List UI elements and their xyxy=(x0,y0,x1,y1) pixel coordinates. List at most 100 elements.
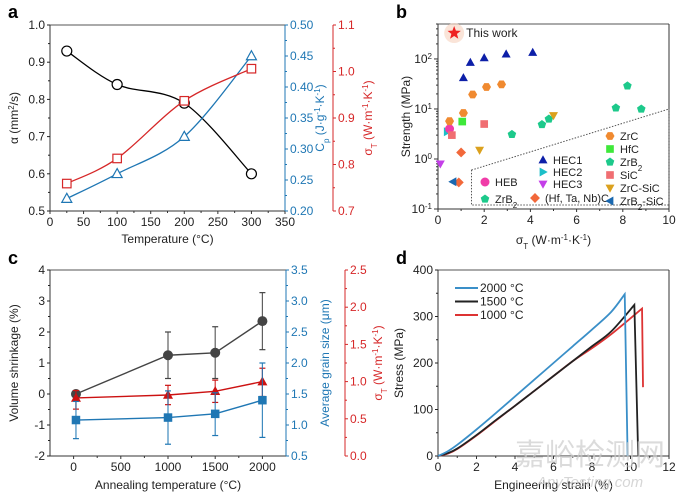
y-tick-label: 0.6 xyxy=(28,167,45,181)
legend-marker xyxy=(606,145,614,153)
legend-label: HEC2 xyxy=(553,167,582,179)
legend-marker xyxy=(480,194,490,203)
y-tick-label: 2 xyxy=(38,325,45,339)
x-tick-label: 150 xyxy=(141,215,161,229)
panel-b: 0 2 4 6 8 10 10-1 100 101 102 σT (W·m-1·K-1) Streng… xyxy=(399,23,676,251)
x-axis-label: Annealing temperature (°C) xyxy=(95,478,241,492)
panel-c: 0 500 1000 1500 2000 -2 -1 0 1 2 3 4 0.5 1.0 1.5 2.0 2.5… xyxy=(7,263,389,492)
y-tick-label: 0.9 xyxy=(28,55,45,69)
x-tick-label: 300 xyxy=(241,215,261,229)
legend-marker xyxy=(605,132,615,140)
cp-axis-tick-label: 0.45 xyxy=(290,49,314,63)
series-line-Cp xyxy=(66,55,252,200)
legend-marker xyxy=(538,180,548,189)
x-tick-label: 4 xyxy=(527,213,534,227)
data-point-This-work xyxy=(447,26,461,39)
grain-axis-tick-label: 3.5 xyxy=(291,263,308,277)
legend-label: SiC xyxy=(620,170,638,182)
data-point-HEC1 xyxy=(479,53,489,62)
y-tick-label: 100 xyxy=(414,151,432,166)
sigma-axis-tick-label: 0.9 xyxy=(338,111,355,125)
x-tick-label: 50 xyxy=(77,215,91,229)
legend-marker xyxy=(480,177,490,187)
panel-label-a: a xyxy=(8,2,19,22)
legend-marker xyxy=(605,184,615,193)
y-tick-label: 300 xyxy=(413,310,433,324)
legend-marker xyxy=(530,193,540,203)
x-tick-label: 0 xyxy=(435,460,442,474)
y-tick-label: 0.7 xyxy=(28,130,45,144)
data-point--Hf-Ta-Nb-C xyxy=(456,147,467,158)
x-tick-label: 8 xyxy=(589,460,596,474)
x-axis-label: σT (W·m-1·K-1) xyxy=(516,233,591,251)
panel-label-d: d xyxy=(396,248,407,268)
data-point xyxy=(257,316,268,327)
y-axis-label-grain: Average grain size (μm) xyxy=(318,299,332,426)
legend-label: (Hf, Ta, Nb)C xyxy=(545,193,609,205)
data-point-σT xyxy=(112,153,122,164)
data-point-α xyxy=(111,78,123,91)
cp-axis-tick-label: 0.35 xyxy=(290,111,314,125)
data-point-ZrB2 xyxy=(507,129,517,139)
legend-marker xyxy=(539,167,548,177)
data-point xyxy=(210,347,221,358)
data-point xyxy=(210,409,220,419)
x-tick-label: 1000 xyxy=(155,460,182,474)
legend-marker xyxy=(605,196,614,206)
y-tick-label: 1.0 xyxy=(28,18,45,32)
data-point-ZrB2 xyxy=(537,119,547,129)
y-axis-label-alpha: α (mm2/s) xyxy=(7,92,22,144)
data-point-ZrB2 xyxy=(544,114,554,123)
x-tick-label: 350 xyxy=(275,215,295,229)
y-axis-label: Stress (MPa) xyxy=(392,328,406,398)
cp-axis-tick-label: 0.50 xyxy=(290,18,314,32)
data-point-SiC xyxy=(480,120,489,128)
legend-label: ZrB2-SiC xyxy=(620,196,664,212)
y-tick-label: 102 xyxy=(414,51,432,66)
grain-axis-tick-label: 0.5 xyxy=(291,449,308,463)
data-point-Cp xyxy=(60,192,73,203)
watermark-chinese: 嘉峪检测网 xyxy=(515,439,665,472)
x-tick-label: 6 xyxy=(550,460,557,474)
x-tick-label: 10 xyxy=(624,460,638,474)
cp-axis-tick-label: 0.20 xyxy=(290,204,314,218)
data-point xyxy=(70,392,81,402)
grain-axis-tick-label: 2.5 xyxy=(291,325,308,339)
data-point-ZrB2 xyxy=(611,103,621,112)
data-point-ZrC xyxy=(497,80,507,89)
cp-axis-tick-label: 0.40 xyxy=(290,80,314,94)
legend-label: 1000 °C xyxy=(480,308,524,322)
data-point-ZrC xyxy=(468,90,478,99)
y-axis-label-cp: Cp (J·g-1·K-1) xyxy=(313,84,331,151)
x-axis-label: Engineering strain (%) xyxy=(494,478,613,492)
data-point-ZrB2 xyxy=(623,81,632,90)
legend-label: 2000 °C xyxy=(480,281,524,295)
data-point xyxy=(71,415,81,425)
x-tick-label: 12 xyxy=(662,460,676,474)
series-line-σT xyxy=(66,68,252,185)
legend-label: ZrC xyxy=(620,131,638,143)
x-tick-label: 1500 xyxy=(202,460,229,474)
grain-axis-tick-label: 1.0 xyxy=(291,418,308,432)
y-tick-label: 100 xyxy=(413,403,433,417)
data-point-HEC3 xyxy=(435,160,445,169)
legend-label: HEB xyxy=(495,177,518,189)
x-tick-label: 500 xyxy=(111,460,131,474)
y-axis-label-shrinkage: Volume shrinkage (%) xyxy=(7,304,21,421)
y-tick-label: -2 xyxy=(34,449,45,463)
y-axis-label-sigma: σT (W·m-1·K-1) xyxy=(371,325,389,400)
y-tick-label: 0.5 xyxy=(28,204,45,218)
data-point xyxy=(163,350,173,361)
data-point-σT xyxy=(179,95,190,106)
x-tick-label: 0 xyxy=(435,213,442,227)
legend-marker xyxy=(606,171,614,179)
x-tick-label: 0 xyxy=(70,460,77,474)
legend-label: HEC3 xyxy=(553,179,582,191)
legend-label: ZrC-SiC xyxy=(620,183,660,195)
data-point-ZrC xyxy=(482,83,492,91)
sigma-axis-tick-label: 2.0 xyxy=(350,300,367,314)
y-tick-label: -1 xyxy=(34,418,45,432)
series-line-Volume-shrinkage xyxy=(75,320,263,395)
x-tick-label: 100 xyxy=(107,215,127,229)
